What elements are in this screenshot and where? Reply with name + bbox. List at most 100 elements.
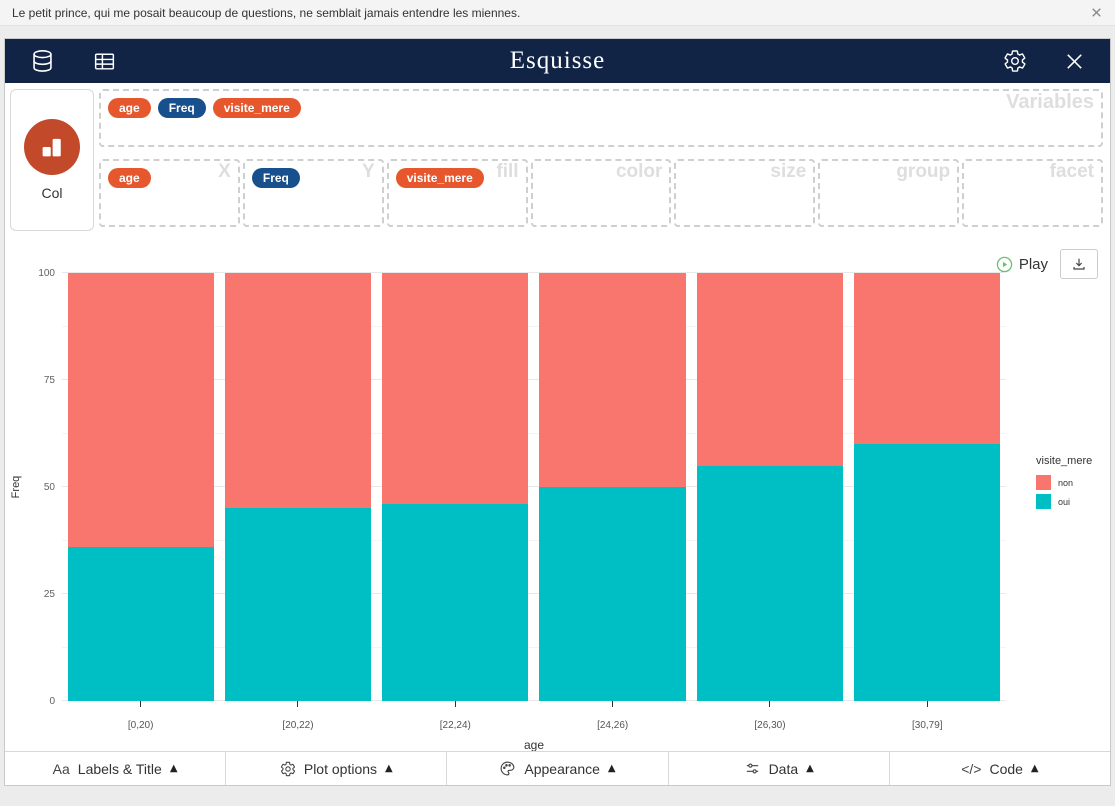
bar-[30,79] <box>849 273 1006 701</box>
x-tick: [24,26) <box>534 701 691 731</box>
x-tick-mark <box>454 701 456 707</box>
collapse-caret-icon: ▲ <box>607 763 616 774</box>
collapse-caret-icon: ▲ <box>806 763 814 774</box>
dropzone-label-color: color <box>615 161 663 182</box>
app-title: Esquisse <box>509 47 606 74</box>
labels-title-label: Labels & Title <box>77 760 162 777</box>
y-tick-label: 50 <box>43 482 55 493</box>
legend-label-oui: oui <box>1058 496 1071 507</box>
download-button[interactable] <box>1060 249 1098 279</box>
notification-text: Le petit prince, qui me posait beaucoup … <box>12 5 521 20</box>
bar-[26,30) <box>691 273 848 701</box>
gridline <box>62 486 1006 487</box>
bar-segment-oui <box>382 504 529 701</box>
gridline <box>62 379 1006 380</box>
dropzone-group[interactable]: group <box>818 159 960 227</box>
legend-label-non: non <box>1058 477 1074 488</box>
bar-[22,24) <box>377 273 534 701</box>
gridline <box>62 700 1006 701</box>
dropzone-facet[interactable]: facet <box>962 159 1104 227</box>
dropzone-y[interactable]: Y Freq <box>242 159 384 227</box>
dropzone-color[interactable]: color <box>530 159 672 227</box>
variable-pill-Freq[interactable]: Freq <box>157 98 206 118</box>
col-chart-icon <box>24 119 80 175</box>
dropzone-fill[interactable]: fill visite_mere <box>386 159 528 227</box>
legend-entry-non: non <box>1036 475 1092 490</box>
sliders-icon <box>744 760 761 777</box>
gridline <box>62 646 1006 648</box>
legend-entry-oui: oui <box>1036 494 1092 509</box>
bar-stack <box>696 273 844 701</box>
variables-zone-label: Variables <box>1006 91 1094 113</box>
header: Esquisse <box>5 39 1110 83</box>
x-tick-mark <box>297 701 299 707</box>
bar-segment-non <box>67 273 214 547</box>
variable-pill-visite_mere[interactable]: visite_mere <box>212 98 301 118</box>
variable-pill-Freq[interactable]: Freq <box>251 168 300 188</box>
x-tick: [20,22) <box>219 701 376 731</box>
labels-title-button[interactable]: Aa Labels & Title ▲ <box>5 752 225 785</box>
play-label: Play <box>1018 255 1048 273</box>
legend-title: visite_mere <box>1036 455 1093 467</box>
y-axis-ticks: 0 25 50 75 100 <box>21 268 55 707</box>
gridline <box>62 432 1006 434</box>
bar-segment-non <box>382 273 529 505</box>
gridline <box>62 539 1006 541</box>
plot-options-button[interactable]: Plot options ▲ <box>225 752 446 785</box>
variable-pill-visite_mere[interactable]: visite_mere <box>395 168 484 188</box>
palette-icon <box>499 760 516 777</box>
bar-segment-non <box>224 273 372 509</box>
variable-pill-age[interactable]: age <box>108 168 151 188</box>
bar-segment-non <box>696 273 844 466</box>
x-tick-label: [26,30) <box>754 720 786 731</box>
dropzone-label-y: Y <box>362 161 375 182</box>
x-tick-label: [0,20) <box>127 720 154 731</box>
data-label: Data <box>768 760 799 777</box>
dropzone-label-group: group <box>896 161 951 182</box>
variables-dropzone[interactable]: Variables age Freq visite_mere <box>99 89 1103 147</box>
bar-[20,22) <box>219 273 376 701</box>
notification-close-icon[interactable] <box>1090 6 1103 19</box>
dropzone-label-fill: fill <box>496 161 519 182</box>
y-tick-label: 25 <box>43 589 55 600</box>
dropzone-label-x: X <box>218 161 231 182</box>
gear-icon <box>280 761 296 777</box>
variable-pill-age[interactable]: age <box>108 98 151 118</box>
chart-type-selector[interactable]: Col <box>10 89 94 231</box>
bar-[0,20) <box>62 273 219 701</box>
play-button[interactable]: Play <box>996 256 1048 273</box>
x-tick-mark <box>926 701 928 707</box>
dropzone-size[interactable]: size <box>674 159 816 227</box>
bar-segment-oui <box>696 465 844 701</box>
play-circle-icon <box>996 256 1013 273</box>
legend-swatch-oui <box>1036 494 1051 509</box>
x-tick-mark <box>769 701 771 707</box>
collapse-caret-icon: ▲ <box>385 763 393 774</box>
database-icon[interactable] <box>29 48 56 75</box>
legend: visite_mere non oui <box>1036 455 1092 513</box>
close-icon[interactable] <box>1063 50 1086 73</box>
dropzone-label-size: size <box>770 161 807 182</box>
x-tick: [30,79] <box>849 701 1006 731</box>
data-button[interactable]: Data ▲ <box>667 752 889 785</box>
bar-stack <box>854 273 1001 701</box>
x-tick-label: [30,79] <box>912 720 943 731</box>
code-button[interactable]: </> Code ▲ <box>888 752 1110 785</box>
download-icon <box>1071 256 1087 272</box>
bar-stack <box>67 273 214 701</box>
x-tick-label: [24,26) <box>597 720 629 731</box>
gear-icon[interactable] <box>1003 49 1027 73</box>
x-tick-mark <box>140 701 142 707</box>
table-icon[interactable] <box>92 49 117 74</box>
gridline <box>62 272 1006 273</box>
legend-swatch-non <box>1036 475 1051 490</box>
x-tick: [22,24) <box>377 701 534 731</box>
appearance-button[interactable]: Appearance ▲ <box>446 752 667 785</box>
text-icon: Aa <box>52 760 70 777</box>
appearance-label: Appearance <box>524 760 600 777</box>
dropzone-label-facet: facet <box>1049 161 1095 182</box>
bar-segment-non <box>539 273 686 487</box>
